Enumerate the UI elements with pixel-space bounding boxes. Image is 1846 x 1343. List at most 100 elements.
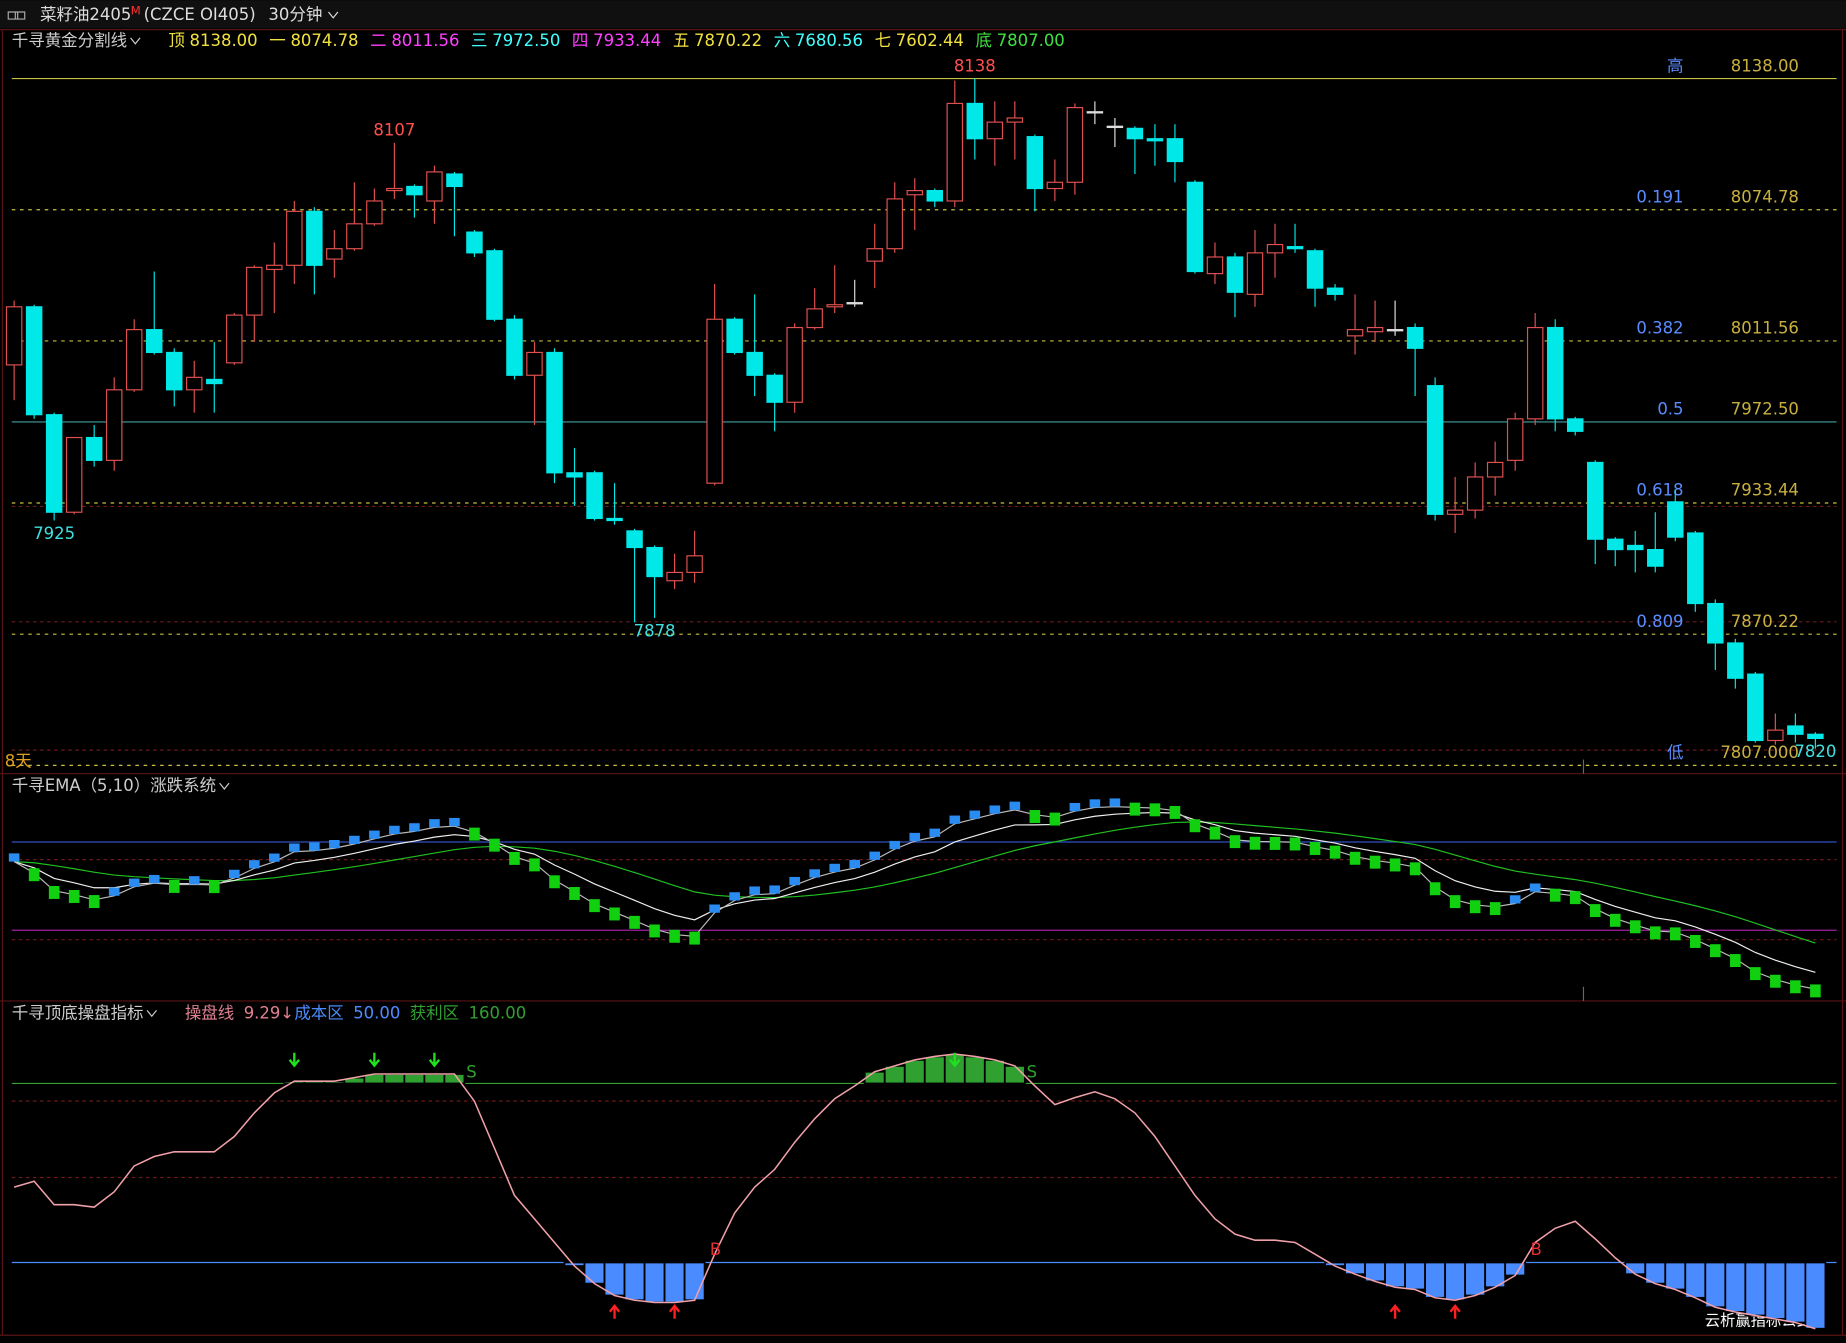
ema-marker — [1509, 895, 1521, 904]
level-key: 五 — [673, 31, 689, 50]
ema-marker — [1549, 888, 1561, 902]
level-value: 7602.44 — [896, 31, 964, 50]
candle-body — [326, 248, 343, 260]
ema-marker — [509, 851, 520, 865]
candle-body — [1446, 509, 1464, 515]
candle-body — [65, 436, 83, 513]
extreme-label: 8107 — [373, 121, 415, 140]
candle-body — [1767, 729, 1784, 742]
candle-body — [1406, 326, 1424, 349]
candle-body — [1366, 326, 1384, 333]
ema-marker — [529, 858, 540, 872]
period[interactable]: 30分钟 — [268, 5, 322, 24]
cost-bar — [1384, 1261, 1406, 1289]
profit-bar — [923, 1055, 946, 1085]
ema-slow — [14, 821, 1816, 944]
ema-marker — [409, 823, 420, 832]
ema-marker — [309, 842, 320, 851]
ema-marker — [569, 887, 580, 900]
candle-body — [1306, 250, 1324, 289]
oscillator-line — [13, 1053, 1816, 1330]
panel-title[interactable]: 千寻顶底操盘指标 — [12, 1003, 144, 1022]
ema-marker — [1629, 920, 1641, 934]
ema-marker — [449, 817, 460, 827]
level-key: 三 — [471, 31, 487, 50]
ema-marker — [1369, 855, 1381, 869]
level-key: 一 — [269, 31, 285, 50]
extreme-label: 8138 — [954, 56, 996, 75]
candle-body — [866, 248, 883, 262]
candle-body — [886, 198, 903, 250]
level-price: 8011.56 — [1731, 319, 1799, 338]
level-value: 8074.78 — [290, 31, 358, 50]
candle-body — [646, 546, 663, 578]
link-icon[interactable] — [7, 11, 26, 20]
ema-marker — [629, 915, 640, 929]
ema-marker — [1309, 842, 1321, 855]
panel-borders — [0, 29, 1846, 1336]
ema-marker — [689, 931, 700, 945]
ema-marker — [1349, 851, 1361, 865]
candle-body — [1246, 252, 1264, 295]
ema-marker — [369, 830, 380, 839]
dropdown-icon[interactable] — [130, 37, 141, 45]
dropdown-icon[interactable] — [146, 1009, 157, 1018]
profit-bar — [423, 1073, 446, 1085]
level-key: 七 — [875, 31, 891, 50]
ema-marker — [1810, 984, 1821, 998]
dropdown-icon[interactable] — [219, 782, 230, 790]
ema-marker — [1049, 812, 1061, 826]
ema-marker — [869, 851, 881, 860]
ema-marker — [929, 828, 941, 837]
dropdown-icon[interactable] — [328, 11, 339, 19]
cost-bar — [1344, 1261, 1366, 1276]
ema-marker — [989, 805, 1001, 814]
candle-body — [25, 306, 43, 416]
ema-marker — [1669, 927, 1681, 941]
ema-marker — [769, 885, 780, 894]
ema-marker — [1069, 802, 1081, 812]
candle-body — [366, 200, 383, 225]
ema-marker — [1089, 799, 1101, 808]
ema-marker — [589, 899, 600, 913]
panel-title[interactable]: 千寻黄金分割线 — [12, 31, 127, 50]
candle-body — [206, 378, 223, 385]
ema-marker — [1229, 835, 1241, 849]
candle-body — [1486, 461, 1504, 478]
sell-mark: S — [1027, 1062, 1037, 1081]
candle-body — [1566, 418, 1584, 432]
ema-marker — [909, 832, 921, 842]
ema-marker — [48, 885, 60, 899]
ema-marker — [1249, 836, 1261, 850]
ema-marker — [889, 840, 901, 850]
ema-marker — [429, 819, 440, 828]
ema-marker — [1790, 980, 1801, 994]
ema-marker — [1389, 858, 1401, 872]
level-ratio: 0.382 — [1636, 319, 1683, 338]
panel-title[interactable]: 千寻EMA（5,10）涨跌系统 — [12, 776, 216, 795]
candle-body — [466, 231, 483, 254]
level-value: 7680.56 — [795, 31, 863, 50]
ema-marker — [949, 815, 961, 824]
candle-body — [786, 326, 803, 403]
ema-marker — [8, 853, 20, 862]
ema-marker — [128, 878, 140, 887]
ema-marker — [1730, 954, 1741, 968]
profit-bar — [903, 1058, 926, 1085]
candle-body — [346, 223, 363, 250]
ema-marker — [1690, 934, 1701, 948]
candle-body — [1747, 673, 1764, 742]
ema-marker — [1609, 913, 1621, 927]
candle-body — [125, 329, 143, 391]
ema-marker — [1329, 845, 1341, 859]
level-value: 7807.00 — [997, 31, 1065, 50]
ema-marker — [849, 859, 861, 869]
candle-body — [5, 306, 23, 366]
candle-body — [1607, 538, 1624, 551]
cost-bar — [1784, 1261, 1807, 1324]
profit-bar — [1003, 1064, 1026, 1085]
ema-marker — [1529, 883, 1541, 892]
level-ratio: 0.191 — [1636, 187, 1683, 206]
candle-body — [1266, 243, 1284, 254]
ema-marker — [389, 825, 400, 834]
